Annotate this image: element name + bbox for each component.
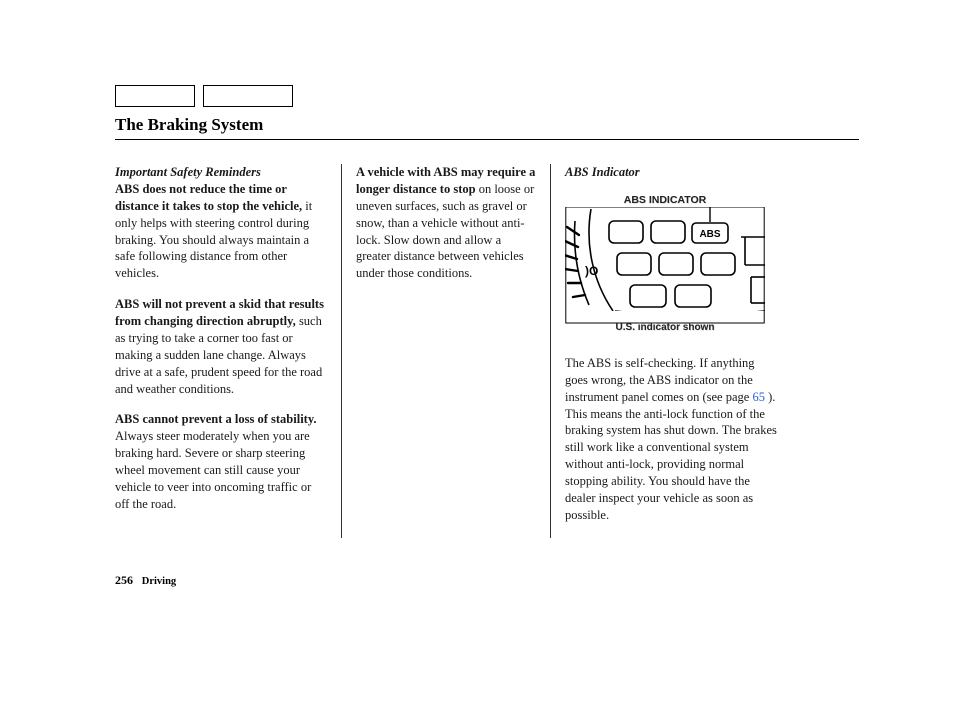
text-longer-distance: on loose or uneven surfaces, such as gra…	[356, 182, 534, 280]
column-3: ABS Indicator ABS INDICATOR	[551, 164, 777, 538]
subhead-abs-indicator: ABS Indicator	[565, 164, 777, 181]
column-2: A vehicle with ABS may require a longer …	[341, 164, 551, 538]
bold-skid: ABS will not prevent a skid that results…	[115, 297, 324, 328]
section-name: Driving	[142, 576, 176, 587]
bold-stability: ABS cannot prevent a loss of stability.	[115, 412, 317, 426]
page-number: 256	[115, 573, 133, 587]
svg-text:)O: )O	[585, 264, 598, 278]
bold-reduce-distance: ABS does not reduce the time or distance…	[115, 182, 302, 213]
diagram-label-top: ABS INDICATOR	[565, 193, 765, 207]
header-box-1	[115, 85, 195, 107]
text-self-checking-a: The ABS is self-checking. If anything go…	[565, 356, 755, 404]
dashboard-illustration-icon: )O ABS	[565, 207, 765, 325]
column-1: Important Safety Reminders ABS does not …	[115, 164, 341, 538]
text-stability: Always steer moderately when you are bra…	[115, 429, 311, 511]
columns: Important Safety Reminders ABS does not …	[115, 164, 859, 538]
abs-indicator-diagram: ABS INDICATOR	[565, 187, 765, 345]
para-safety-reminders: Important Safety Reminders ABS does not …	[115, 164, 327, 282]
abs-chip-text: ABS	[699, 229, 720, 240]
header-box-2	[203, 85, 293, 107]
text-self-checking-b: ). This means the anti-lock function of …	[565, 390, 777, 522]
page: The Braking System Important Safety Remi…	[0, 0, 954, 710]
header-placeholder-boxes	[115, 85, 859, 107]
para-self-checking: The ABS is self-checking. If anything go…	[565, 355, 777, 524]
footer: 256 Driving	[115, 573, 176, 588]
subhead-safety: Important Safety Reminders	[115, 165, 261, 179]
para-longer-distance: A vehicle with ABS may require a longer …	[356, 164, 536, 282]
para-stability: ABS cannot prevent a loss of stability. …	[115, 411, 327, 512]
page-title: The Braking System	[115, 115, 859, 140]
diagram-label-bottom: U.S. indicator shown	[565, 321, 765, 335]
page-link-65[interactable]: 65	[752, 390, 765, 404]
para-skid: ABS will not prevent a skid that results…	[115, 296, 327, 397]
